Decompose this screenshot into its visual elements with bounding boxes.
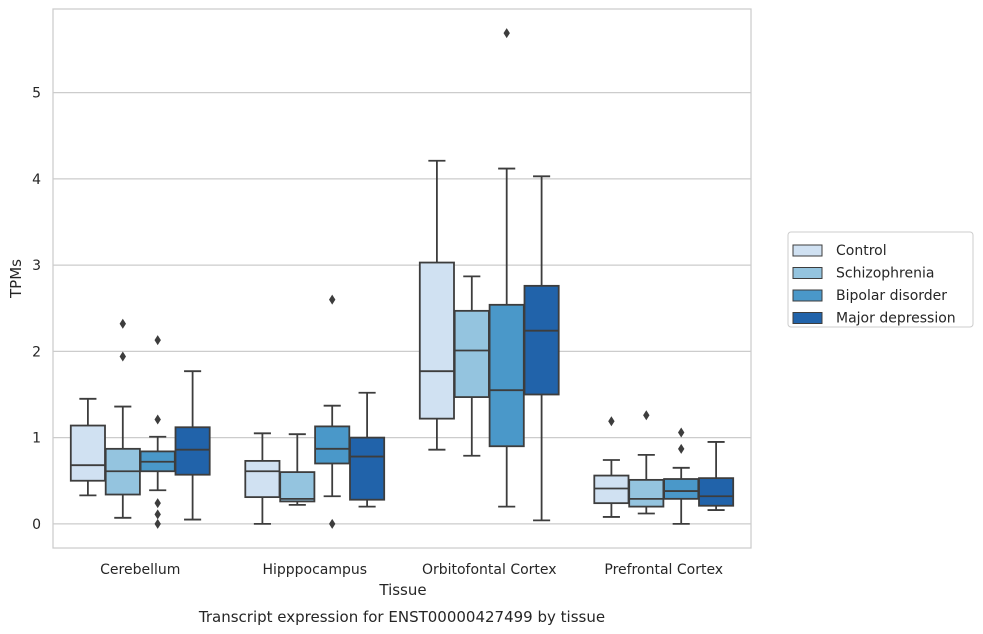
- outlier-point: [608, 416, 615, 427]
- box-major-depression: [523, 175, 560, 522]
- legend-swatch: [792, 267, 823, 279]
- outlier-point: [329, 518, 336, 529]
- box-major-depression: [349, 391, 386, 508]
- y-tick-label: 0: [32, 517, 41, 533]
- box-iqr: [244, 459, 281, 499]
- y-tick-label: 5: [32, 86, 41, 102]
- outlier-point: [678, 427, 685, 438]
- gridlines: [53, 92, 751, 525]
- legend-swatch: [792, 244, 823, 257]
- box-major-depression: [174, 370, 211, 521]
- box-control: [418, 159, 455, 451]
- y-tick-label: 2: [32, 344, 41, 360]
- legend-item: Control: [792, 243, 887, 259]
- box-control: [244, 432, 281, 525]
- box-schizophrenia: [104, 318, 141, 519]
- box-iqr: [453, 309, 490, 398]
- box-control: [69, 397, 106, 497]
- legend-label: Schizophrenia: [836, 266, 934, 282]
- box-major-depression: [698, 441, 735, 511]
- chart-caption: Transcript expression for ENST0000042749…: [198, 608, 605, 626]
- legend-items: Control Schizophrenia Bipolar disorder Majo…: [792, 243, 956, 327]
- outlier-point: [154, 414, 161, 425]
- outlier-point: [154, 518, 161, 529]
- outlier-point: [154, 335, 161, 346]
- box-schizophrenia: [453, 275, 490, 457]
- x-tick-labels: Cerebellum Hipppocampus Orbitofontal Corte…: [100, 562, 723, 578]
- x-tick-label: Cerebellum: [100, 562, 180, 578]
- legend-item: Schizophrenia: [792, 266, 934, 282]
- x-tick-label: Orbitofontal Cortex: [422, 562, 557, 578]
- outlier-point: [503, 28, 510, 39]
- x-tick-label: Prefrontal Cortex: [604, 562, 723, 578]
- box-iqr: [314, 425, 351, 465]
- outlier-point: [154, 509, 161, 520]
- outlier-point: [119, 351, 126, 362]
- outlier-point: [329, 294, 336, 305]
- y-tick-labels: 0 1 2 3 4 5: [32, 86, 41, 533]
- y-tick-label: 3: [32, 258, 41, 274]
- legend-label: Bipolar disorder: [836, 288, 947, 304]
- legend-item: Major depression: [792, 311, 956, 327]
- y-tick-label: 1: [32, 431, 41, 447]
- box-iqr: [488, 303, 525, 448]
- legend: Control Schizophrenia Bipolar disorder Majo…: [787, 231, 974, 328]
- box-iqr: [279, 471, 316, 503]
- box-iqr: [628, 478, 665, 508]
- box-iqr: [418, 261, 455, 420]
- legend-label: Major depression: [836, 311, 956, 327]
- box-schizophrenia: [628, 410, 665, 515]
- legend-swatch: [792, 312, 823, 324]
- outlier-point: [119, 318, 126, 329]
- box-control: [593, 416, 630, 518]
- outlier-point: [678, 443, 685, 454]
- outlier-point: [154, 498, 161, 509]
- x-tick-label: Hipppocampus: [262, 562, 367, 578]
- box-schizophrenia: [279, 433, 316, 506]
- outlier-point: [643, 410, 650, 421]
- legend-item: Bipolar disorder: [792, 288, 947, 304]
- box-bipolar-disorder: [663, 427, 700, 525]
- box-iqr: [523, 284, 560, 396]
- box-groups: [69, 28, 735, 529]
- box-iqr: [349, 436, 386, 501]
- box-iqr: [663, 478, 700, 500]
- box-iqr: [174, 426, 211, 476]
- box-bipolar-disorder: [488, 28, 525, 508]
- legend-label: Control: [836, 243, 887, 259]
- legend-frame: [787, 231, 974, 328]
- box-iqr: [69, 424, 106, 482]
- plot-frame: [52, 8, 752, 549]
- box-bipolar-disorder: [139, 335, 176, 529]
- box-iqr: [698, 477, 735, 507]
- box-bipolar-disorder: [314, 294, 351, 529]
- y-tick-label: 4: [32, 172, 41, 188]
- legend-swatch: [792, 289, 823, 302]
- x-axis-title: Tissue: [378, 581, 426, 599]
- y-axis-title: TPMs: [7, 259, 25, 299]
